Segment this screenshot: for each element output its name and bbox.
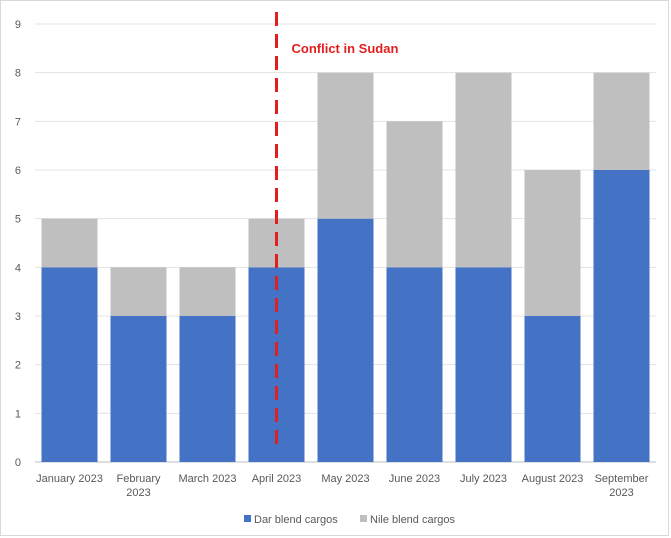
x-tick-label-line: 2023 [609, 487, 633, 499]
x-tick-label-line: March 2023 [178, 473, 236, 485]
y-axis: 0 1 2 3 4 5 6 7 8 9 [15, 19, 21, 469]
dar-blend-bar-7 [524, 316, 581, 462]
x-tick-label-4: May 2023 [321, 473, 369, 485]
x-tick-label-line: 2023 [126, 487, 150, 499]
x-tick-label-line: July 2023 [460, 473, 507, 485]
x-axis: January 2023 February 2023 March 2023 April … [36, 473, 649, 499]
nile-blend-bar-7 [524, 170, 581, 316]
dar-blend-legend-swatch [244, 515, 251, 522]
nile-blend-bar-1 [110, 267, 167, 316]
x-tick-label-7: August 2023 [522, 473, 584, 485]
x-tick-label-1: February 2023 [116, 473, 161, 499]
y-tick-label-0: 0 [15, 457, 21, 469]
dar-blend-legend-label: Dar blend cargos [254, 514, 338, 526]
y-tick-label-2: 2 [15, 360, 21, 372]
y-tick-label-8: 8 [15, 68, 21, 80]
x-tick-label-line: September [595, 473, 649, 485]
dar-blend-bar-4 [317, 218, 374, 462]
dar-blend-bar-1 [110, 316, 167, 462]
x-tick-label-8: September 2023 [595, 473, 649, 499]
nile-blend-bar-5 [386, 121, 443, 268]
x-tick-label-line: June 2023 [389, 473, 440, 485]
legend: Dar blend cargos Nile blend cargos [244, 514, 455, 526]
x-tick-label-line: April 2023 [252, 473, 302, 485]
dar-blend-bar-5 [386, 267, 443, 462]
x-tick-label-5: June 2023 [389, 473, 440, 485]
x-tick-label-line: January 2023 [36, 473, 103, 485]
x-tick-label-6: July 2023 [460, 473, 507, 485]
x-tick-label-line: February [116, 473, 161, 485]
conflict-annotation-label: Conflict in Sudan [292, 41, 399, 56]
x-tick-label-2: March 2023 [178, 473, 236, 485]
nile-blend-bar-2 [179, 267, 236, 316]
y-tick-label-4: 4 [15, 262, 21, 274]
dar-blend-bar-2 [179, 316, 236, 462]
y-tick-label-1: 1 [15, 408, 21, 420]
x-tick-label-line: August 2023 [522, 473, 584, 485]
dar-blend-bar-0 [41, 267, 98, 462]
nile-blend-bar-0 [41, 218, 98, 268]
x-tick-label-3: April 2023 [252, 473, 302, 485]
x-tick-label-line: May 2023 [321, 473, 369, 485]
bars [41, 72, 650, 462]
y-tick-label-7: 7 [15, 116, 21, 128]
y-tick-label-5: 5 [15, 214, 21, 226]
x-tick-label-0: January 2023 [36, 473, 103, 485]
nile-blend-bar-4 [317, 72, 374, 219]
nile-blend-legend-swatch [360, 515, 367, 522]
nile-blend-legend-label: Nile blend cargos [370, 514, 455, 526]
y-tick-label-3: 3 [15, 311, 21, 323]
y-tick-label-9: 9 [15, 19, 21, 31]
dar-blend-bar-6 [455, 267, 512, 462]
dar-blend-bar-8 [593, 170, 650, 462]
y-tick-label-6: 6 [15, 165, 21, 177]
nile-blend-bar-6 [455, 72, 512, 268]
annotation: Conflict in Sudan [275, 12, 399, 450]
nile-blend-bar-8 [593, 72, 650, 170]
